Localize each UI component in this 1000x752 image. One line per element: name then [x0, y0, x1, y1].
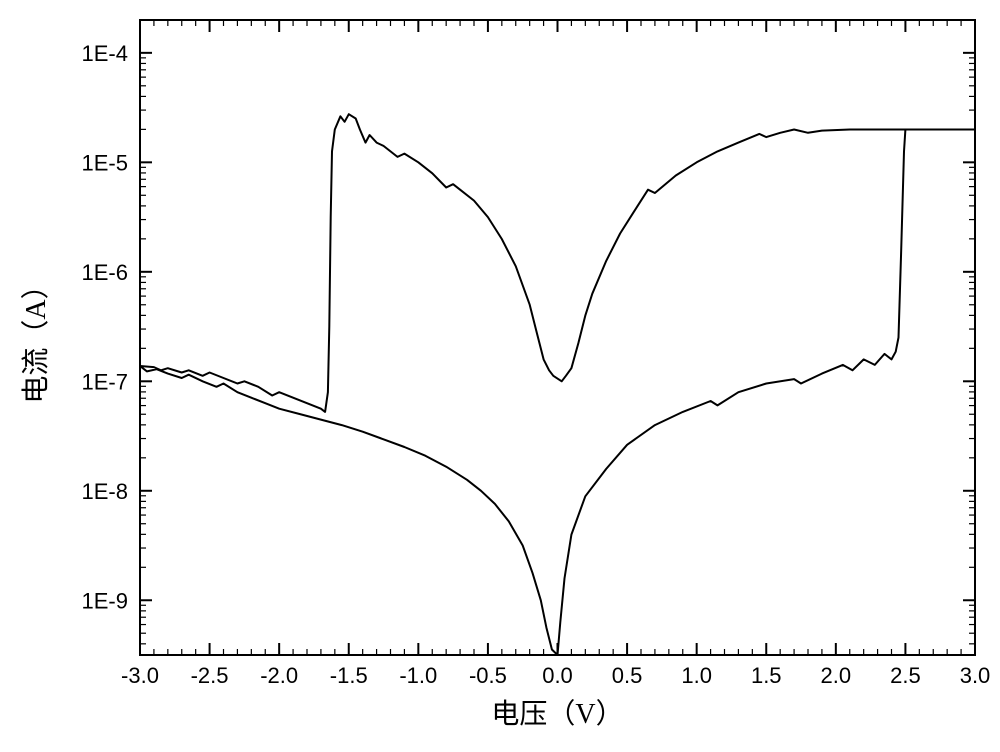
x-tick-label: 0.0: [542, 663, 573, 688]
iv-chart: -3.0 -2.5 -2.0 -1.5 -1.0 -0.5 0.0 0.5 1.0 1.5 2.0 2…: [0, 0, 1000, 752]
x-tick-label: 2.5: [890, 663, 921, 688]
x-tick-label: 1.5: [751, 663, 782, 688]
x-tick-label: 3.0: [960, 663, 991, 688]
x-tick-label: -2.5: [191, 663, 229, 688]
x-tick-label: 1.0: [681, 663, 712, 688]
x-axis-label: 电压（V）: [491, 698, 623, 730]
y-tick-label: 1E-7: [82, 369, 128, 394]
plot-frame: [140, 20, 975, 655]
x-tick-label: -2.0: [260, 663, 298, 688]
y-tick-label: 1E-9: [82, 588, 128, 613]
x-tick-label: 0.5: [612, 663, 643, 688]
y-tick-label: 1E-4: [82, 41, 128, 66]
x-tick-label: -3.0: [121, 663, 159, 688]
x-tick-label: 2.0: [821, 663, 852, 688]
y-tick-label: 1E-5: [82, 150, 128, 175]
y-tick-label: 1E-6: [82, 260, 128, 285]
x-tick-label: -1.0: [399, 663, 437, 688]
y-axis-label: 电流（A）: [20, 271, 52, 403]
y-tick-label: 1E-8: [82, 479, 128, 504]
iv-curve: [140, 114, 975, 655]
x-tick-label: -1.5: [330, 663, 368, 688]
x-tick-label: -0.5: [469, 663, 507, 688]
